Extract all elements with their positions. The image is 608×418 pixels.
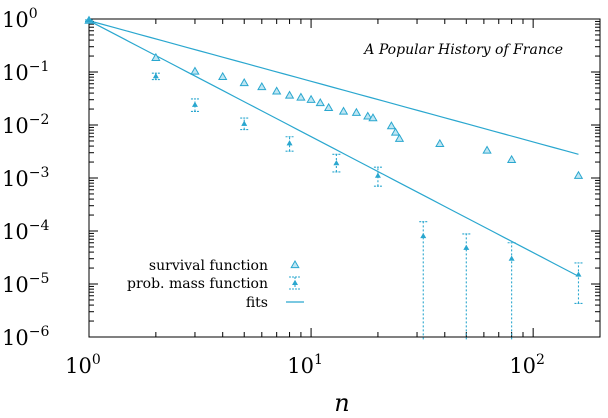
- legend-pmf-symbol: [292, 279, 298, 285]
- pmf-point: [333, 160, 340, 166]
- survival-point: [338, 106, 349, 115]
- pmf-point: [420, 232, 427, 239]
- y-tick-label: 100: [2, 6, 38, 32]
- pmf-point: [286, 140, 293, 146]
- pmf-markers-group: [86, 17, 582, 277]
- survival-markers-group: [84, 15, 584, 179]
- survival-point: [390, 127, 401, 136]
- survival-point: [323, 102, 334, 112]
- pmf-point: [374, 172, 381, 178]
- survival-point: [506, 154, 517, 163]
- pmf-point: [191, 101, 198, 107]
- fit-line: [88, 20, 579, 155]
- y-tick-label: 10−2: [2, 112, 49, 138]
- pmf-point: [508, 255, 515, 261]
- pmf-point: [241, 120, 248, 126]
- survival-point: [190, 66, 200, 75]
- x-axis-label: n: [334, 389, 349, 417]
- legend-label: prob. mass function: [127, 276, 268, 292]
- y-tick-label: 10−3: [2, 165, 49, 191]
- legend-survival-symbol: [290, 259, 300, 269]
- survival-point: [151, 52, 161, 61]
- x-tick-label: 101: [287, 352, 323, 378]
- y-tick-label: 10−5: [2, 271, 49, 297]
- survival-point: [573, 170, 584, 179]
- survival-point: [435, 138, 445, 147]
- pmf-point: [575, 271, 582, 277]
- x-tick-label: 102: [509, 352, 545, 378]
- y-tick-label: 10−6: [2, 324, 49, 350]
- x-tick-label: 100: [65, 352, 101, 378]
- y-tick-label: 10−1: [2, 59, 49, 85]
- pmf-point: [463, 244, 470, 250]
- survival-point: [315, 98, 325, 107]
- survival-point: [284, 90, 295, 99]
- pmf-point: [86, 17, 92, 23]
- survival-point: [218, 71, 228, 80]
- survival-point: [296, 92, 306, 101]
- chart-title: A Popular History of France: [362, 42, 563, 58]
- survival-point: [368, 113, 378, 122]
- survival-point: [394, 133, 405, 142]
- legend: survival function prob. mass function fits: [127, 258, 304, 311]
- survival-point: [386, 121, 397, 130]
- fit-line: [88, 20, 579, 277]
- fit-lines-group: [88, 20, 579, 277]
- pmf-point: [152, 73, 159, 79]
- legend-label: survival function: [149, 258, 268, 274]
- survival-point: [272, 86, 282, 95]
- survival-point: [239, 78, 249, 87]
- survival-point: [306, 94, 316, 103]
- survival-point: [257, 82, 267, 91]
- survival-point: [482, 145, 492, 154]
- legend-label: fits: [246, 295, 268, 311]
- ticks-group: 100 101 102 100 10−1 10−2 10−3 10−4 10−5 10−6: [2, 6, 601, 378]
- survival-point: [363, 111, 373, 120]
- y-tick-label: 10−4: [2, 218, 49, 244]
- survival-point: [351, 107, 362, 116]
